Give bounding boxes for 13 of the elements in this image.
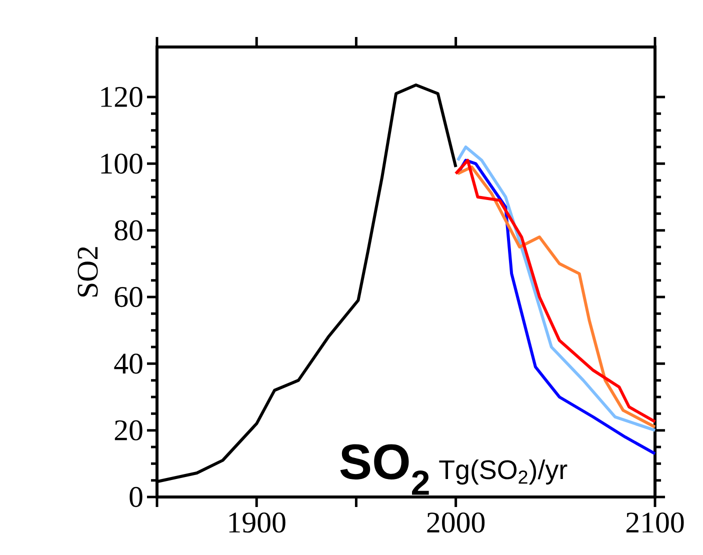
x-tick-label: 2000 (427, 512, 485, 533)
y-tick-label: 40 (114, 354, 142, 374)
y-tick-label: 120 (101, 86, 142, 108)
annotation: Tg(SO$_{2}$)/yr (439, 459, 568, 485)
x-tick-label: 2100 (626, 512, 684, 533)
y-tick-label: 100 (101, 154, 142, 174)
y-axis-title: SO2 (78, 247, 98, 297)
annotation: SO$_{2}$ (340, 444, 429, 495)
x-tick-label: 1900 (229, 512, 286, 533)
y-tick-label: 0 (130, 486, 142, 508)
y-tick-label: 20 (114, 420, 142, 440)
y-tick-label: 60 (114, 286, 142, 308)
y-tick-label: 80 (114, 220, 142, 240)
